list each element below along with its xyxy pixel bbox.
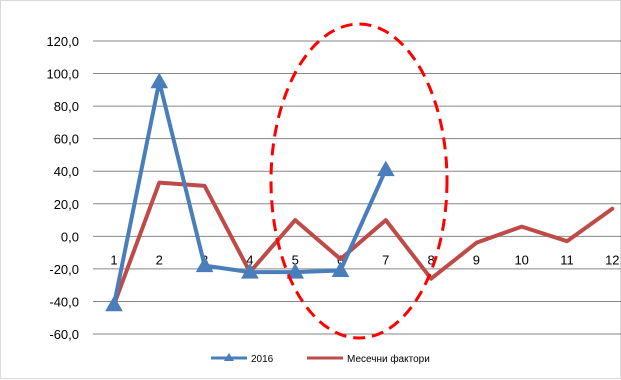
series-line	[112, 180, 615, 307]
legend-label: 2016	[251, 354, 274, 365]
data-point-marker	[150, 72, 169, 89]
y-tick-label: -60,0	[49, 327, 79, 342]
y-tick-label: 60,0	[54, 132, 79, 147]
y-tick-label: 40,0	[54, 164, 79, 179]
data-point-marker	[376, 160, 395, 177]
data-point-marker	[195, 256, 214, 273]
y-tick-label: 100,0	[46, 67, 79, 82]
data-point-marker	[105, 295, 123, 312]
x-tick-label: 11	[560, 252, 574, 267]
legend-marker	[224, 353, 234, 361]
x-tick-label: 9	[473, 252, 480, 267]
x-tick-label: 8	[427, 252, 434, 267]
y-tick-label: 20,0	[54, 197, 79, 212]
series-layer	[105, 72, 615, 312]
y-tick-label: 120,0	[46, 34, 79, 49]
y-tick-label: -40,0	[49, 294, 79, 309]
highlight-ellipse	[269, 22, 449, 340]
x-tick-label: 7	[382, 252, 389, 267]
y-tick-label: -20,0	[49, 262, 79, 277]
gridlines	[93, 40, 621, 335]
x-tick-label: 5	[292, 252, 299, 267]
y-tick-label: 80,0	[54, 99, 79, 114]
y-tick-label: 0,0	[61, 229, 79, 244]
x-tick-label: 2	[156, 252, 163, 267]
annotation-layer	[269, 22, 449, 340]
data-point-marker	[286, 263, 305, 279]
legend: 2016 Месечни фактори	[211, 353, 430, 365]
y-axis-ticks: 120,0 100,0 80,0 60,0 40,0 20,0 0,0 -20,0 -40,0 -…	[46, 34, 79, 342]
data-point-marker	[241, 263, 259, 279]
data-point-marker	[331, 261, 350, 278]
x-tick-label: 4	[246, 252, 253, 267]
x-tick-label: 1	[110, 252, 117, 267]
legend-label: Месечни фактори	[347, 353, 430, 365]
x-tick-label: 12	[605, 252, 619, 267]
x-tick-label: 10	[514, 252, 528, 267]
x-axis-ticks: 123456789101112	[110, 252, 619, 267]
